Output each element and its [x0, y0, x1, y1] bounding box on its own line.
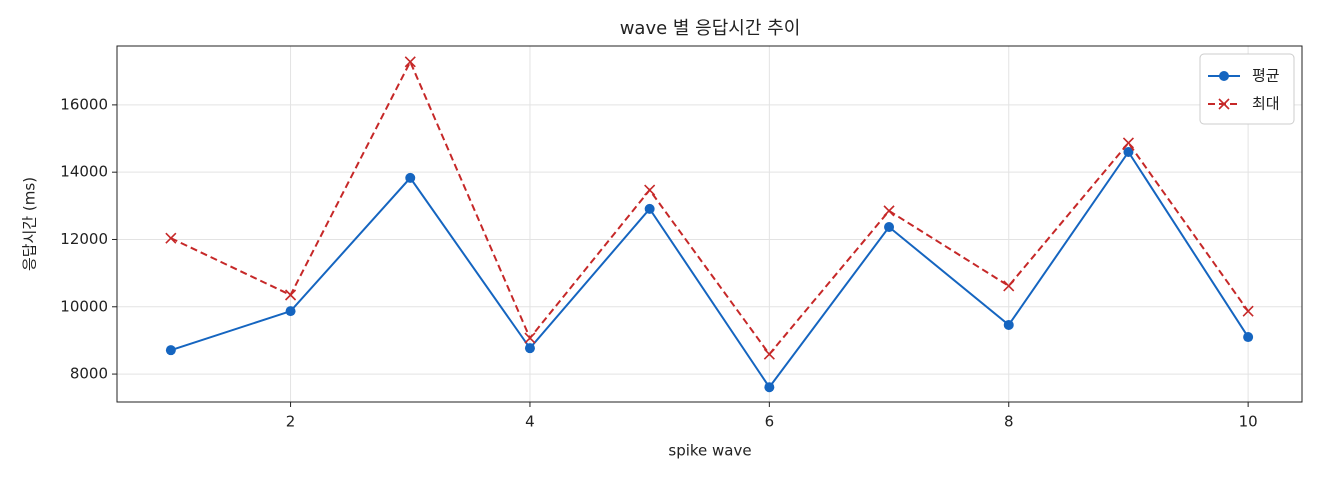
marker [763, 348, 775, 360]
marker [165, 345, 176, 356]
x-tick-label: 6 [765, 413, 775, 431]
legend-marker [1219, 71, 1229, 81]
marker [405, 172, 416, 183]
marker [883, 205, 895, 217]
marker [1122, 137, 1135, 149]
y-tick-label: 16000 [60, 95, 108, 113]
chart-title: wave 별 응답시간 추이 [620, 18, 801, 39]
marker [644, 203, 655, 214]
marker [884, 222, 895, 233]
legend-marker [1218, 98, 1230, 110]
y-tick-label: 14000 [60, 163, 108, 181]
plot-frame [116, 45, 1303, 403]
y-axis-label: 응답시간 (ms) [21, 177, 39, 271]
y-tick-label: 8000 [70, 365, 108, 383]
marker [285, 306, 296, 317]
marker [524, 343, 535, 354]
marker [1003, 280, 1015, 292]
marker [1243, 332, 1254, 343]
marker [524, 332, 536, 344]
series-line [170, 150, 1249, 389]
x-tick-label: 4 [525, 413, 535, 431]
legend-box [1199, 53, 1295, 125]
marker [404, 56, 416, 68]
y-tick-label: 12000 [60, 230, 108, 248]
marker [165, 232, 177, 244]
x-tick-label: 10 [1239, 413, 1258, 431]
marker [284, 289, 297, 301]
marker [644, 184, 656, 196]
marker [1003, 319, 1014, 330]
series-line [170, 59, 1249, 356]
y-tick-label: 10000 [60, 297, 108, 315]
x-axis-label: spike wave [668, 442, 751, 460]
marker [764, 382, 775, 393]
marker [1242, 305, 1254, 317]
legend-label: 평균 [1252, 67, 1280, 85]
legend-label: 최대 [1252, 95, 1280, 113]
x-tick-label: 8 [1004, 413, 1014, 431]
marker [1123, 146, 1134, 157]
x-tick-label: 2 [286, 413, 296, 431]
